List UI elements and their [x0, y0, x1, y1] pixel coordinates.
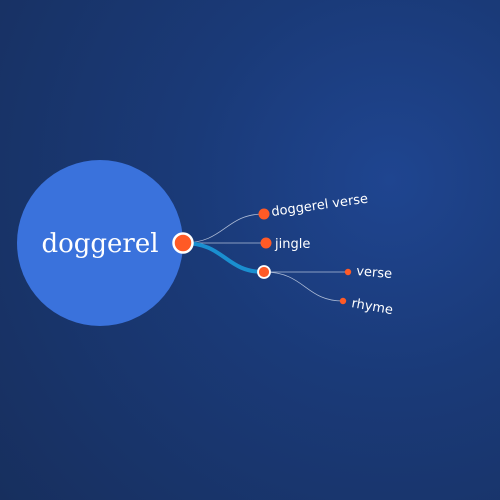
node-dot-hub[interactable] — [257, 265, 271, 279]
node-doggerel-verse[interactable]: doggerel verse — [258, 192, 369, 220]
root-label: doggerel — [41, 229, 158, 259]
node-rhyme[interactable]: rhyme — [339, 296, 394, 318]
node-dot-jingle[interactable] — [260, 237, 272, 249]
node-label-verse: verse — [356, 264, 393, 282]
link-root-hub-highlight — [182, 241, 265, 274]
node-label-doggerel-verse: doggerel verse — [270, 192, 368, 220]
root-circle — [17, 160, 183, 326]
node-jingle[interactable]: jingle — [260, 237, 311, 252]
node-verse[interactable]: verse — [344, 264, 393, 282]
node-hub[interactable] — [257, 265, 271, 279]
node-label-jingle: jingle — [274, 237, 310, 252]
node-dot-verse[interactable] — [344, 268, 352, 276]
link-root-doggerel-verse — [182, 213, 265, 244]
links — [182, 213, 348, 302]
root-handle[interactable] — [172, 232, 194, 254]
root-node[interactable]: doggerel — [17, 160, 194, 326]
link-hub-rhyme — [263, 271, 344, 302]
node-label-rhyme: rhyme — [350, 296, 394, 318]
node-dot-doggerel-verse[interactable] — [258, 208, 270, 220]
node-dot-rhyme[interactable] — [339, 297, 347, 305]
